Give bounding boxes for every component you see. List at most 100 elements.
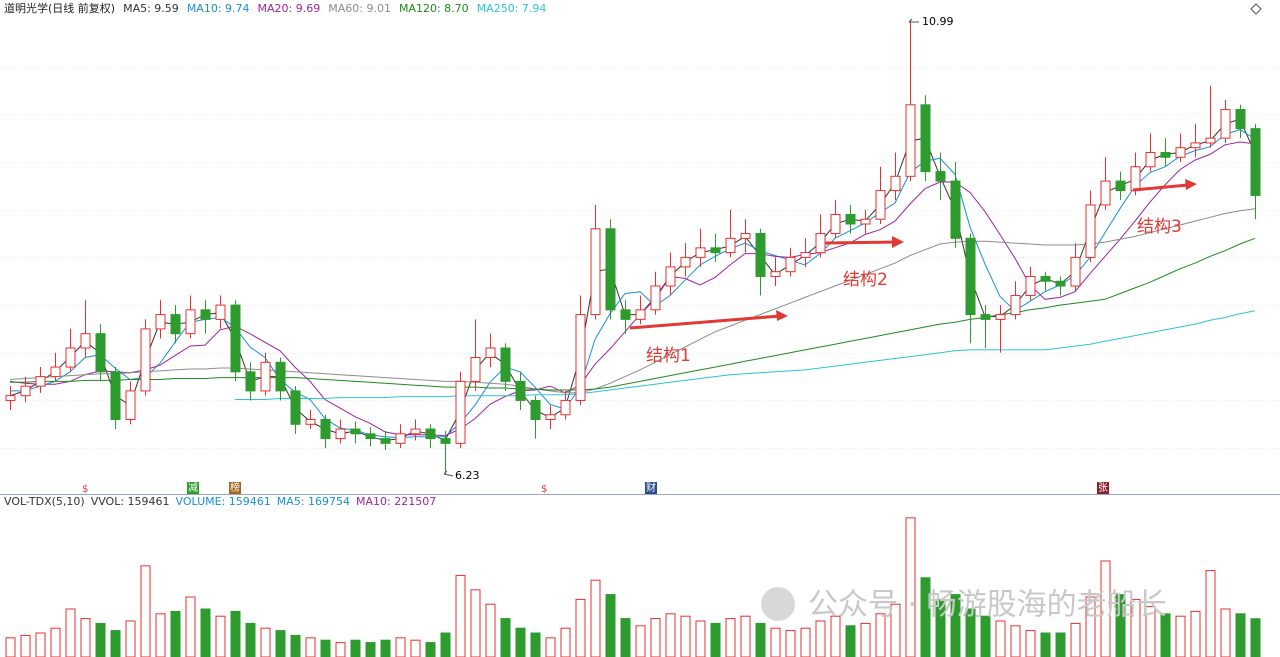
volume-bar	[815, 620, 826, 657]
candle-body	[20, 385, 31, 397]
event-box	[645, 482, 657, 494]
candle-body	[680, 256, 691, 268]
annotation: 结构2	[843, 270, 888, 290]
candle-body	[305, 419, 316, 425]
candle-body	[245, 371, 256, 392]
volume-bar	[290, 634, 301, 657]
volume-bar	[425, 642, 436, 657]
candle-body	[830, 213, 841, 235]
candle-body	[1010, 295, 1021, 316]
candle-body	[635, 309, 646, 320]
candle-body	[455, 380, 466, 444]
candle-body	[710, 247, 721, 254]
candle-body	[665, 266, 676, 287]
volume-bar	[1235, 613, 1246, 657]
candle-body	[1025, 275, 1036, 297]
arrow	[824, 240, 896, 245]
candle-body	[470, 357, 481, 382]
candle-body	[770, 271, 781, 277]
candle-body	[875, 190, 886, 220]
event-marker[interactable]: 张	[1098, 482, 1108, 494]
event-marker[interactable]: $	[541, 484, 547, 495]
volume-bar	[215, 615, 226, 657]
volume-bar	[200, 608, 211, 657]
high-pointer	[908, 18, 919, 23]
low-label: 6.23	[455, 469, 480, 482]
candle-body	[230, 304, 241, 373]
legend-entry: MA10: 9.74	[187, 2, 250, 15]
volume-bar	[245, 622, 256, 657]
event-marker[interactable]: 榜	[230, 481, 240, 494]
event-marker[interactable]: $	[82, 484, 88, 495]
volume-bar	[1205, 570, 1216, 657]
volume-bar	[965, 608, 976, 657]
candle-body	[1160, 151, 1171, 158]
volume-bar	[1085, 596, 1096, 657]
candle-body	[560, 399, 571, 416]
volume-bar	[1010, 625, 1021, 657]
ma-line	[9, 141, 1256, 437]
candle-body	[395, 433, 406, 444]
volume-bar	[785, 630, 796, 657]
candle-body	[860, 218, 871, 225]
candle-body	[335, 428, 346, 440]
candle-body	[950, 180, 961, 239]
candle-body	[845, 213, 856, 225]
candle-body	[620, 309, 631, 320]
candle-body	[380, 438, 391, 444]
candle-body	[110, 371, 121, 421]
volume-bar	[320, 639, 331, 657]
volume-bar	[380, 639, 391, 657]
arrowhead	[776, 310, 788, 321]
candle-body	[590, 228, 601, 316]
candle-body	[1130, 166, 1141, 192]
candle-body	[260, 361, 271, 392]
candle-body	[410, 428, 421, 435]
event-marker[interactable]: 减	[188, 482, 198, 494]
volume-bar	[305, 637, 316, 657]
arrowhead	[892, 236, 904, 248]
legend-entry: MA60: 9.01	[328, 2, 391, 15]
volume-bar	[695, 620, 706, 657]
candle-body	[530, 399, 541, 421]
volume-header: MA10: 221507	[356, 495, 436, 508]
candle-body	[200, 309, 211, 320]
volume-bar	[740, 615, 751, 657]
volume-bar	[890, 603, 901, 657]
event-box	[229, 482, 241, 494]
volume-bar	[485, 603, 496, 657]
volume-bar	[110, 630, 121, 657]
candle-body	[95, 333, 106, 373]
volume-bar	[515, 627, 526, 657]
volume-bar	[1190, 610, 1201, 657]
ma-line	[10, 237, 1256, 391]
candle-body	[1055, 280, 1066, 287]
volume-bar	[1040, 632, 1051, 657]
legend-entry: MA5: 9.59	[123, 2, 179, 15]
volume-bar	[170, 610, 181, 657]
menu-icon[interactable]	[1250, 3, 1262, 15]
candle-body	[185, 309, 196, 335]
volume-bar	[1175, 615, 1186, 657]
event-marker[interactable]: 财	[646, 481, 656, 494]
candle-body	[995, 314, 1006, 320]
candle-body	[1175, 147, 1186, 158]
volume-bar	[575, 598, 586, 657]
candle-body	[365, 433, 376, 440]
candle-body	[1085, 204, 1096, 258]
legend-entry: MA20: 9.69	[258, 2, 321, 15]
volume-bar	[65, 608, 76, 657]
volume-bar	[650, 618, 661, 657]
candle-body	[1220, 109, 1231, 139]
volume-bar	[20, 634, 31, 657]
candle-body	[785, 256, 796, 273]
candle-body	[575, 314, 586, 401]
volume-header: VVOL: 159461	[91, 495, 170, 508]
volume-bar	[50, 627, 61, 657]
candle-body	[545, 414, 556, 421]
volume-bar	[260, 627, 271, 657]
candle-body	[5, 395, 16, 401]
candle-body	[1205, 137, 1216, 144]
volume-bar	[1055, 632, 1066, 657]
